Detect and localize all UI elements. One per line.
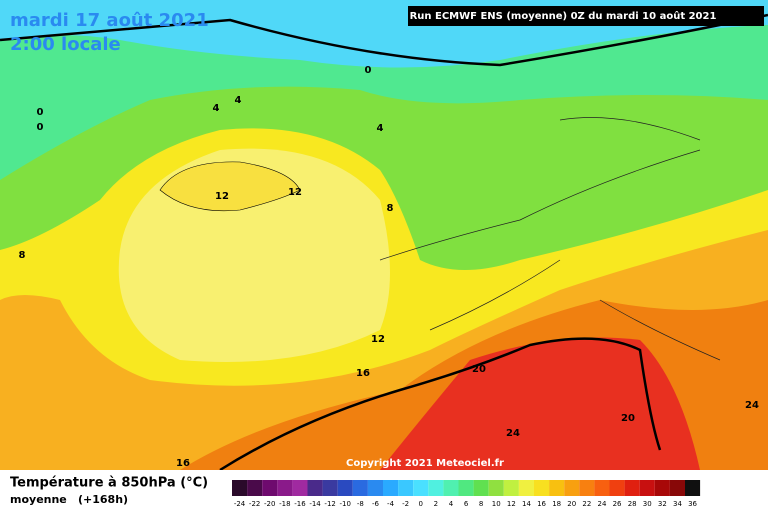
legend-swatch [549,480,565,496]
run-info: Run ECMWF ENS (moyenne) 0Z du mardi 10 a… [410,10,717,22]
legend-swatch [488,480,504,496]
legend-swatch [383,480,399,496]
legend-swatch [443,480,459,496]
contour-label: 12 [371,334,385,345]
legend-label: -12 [324,500,335,508]
contour-label: 0 [37,107,44,118]
legend-swatch [398,480,414,496]
legend-range: (+168h) [78,493,128,506]
legend-swatch [503,480,519,496]
contour-label: 8 [387,203,394,214]
legend-swatch [367,480,383,496]
legend-label: -2 [402,500,409,508]
legend-swatch [247,480,263,496]
isotherm-20 [219,337,662,472]
legend-label: 18 [552,500,561,508]
legend-label: 22 [582,500,591,508]
legend-label: 36 [688,500,697,508]
legend-label: 8 [479,500,483,508]
time: 2:00 locale [10,34,121,55]
contour-label: 24 [745,400,759,411]
legend-label: 28 [628,500,637,508]
legend-swatch [458,480,474,496]
legend-swatch [594,480,610,496]
region-12 [159,161,301,212]
run-box [408,6,764,26]
legend-label: -6 [372,500,380,508]
legend-swatch [534,480,550,496]
contour-label: 16 [356,368,370,379]
legend-swatch [262,480,278,496]
coastlines [379,117,721,361]
legend-label: 34 [673,500,682,508]
contour-label: 8 [19,250,26,261]
region-red [380,337,700,470]
legend-swatch [669,480,685,496]
contour-label: 12 [215,191,229,202]
legend-label: 26 [613,500,622,508]
legend-subtitle: moyenne [10,493,67,506]
legend-label: 30 [643,500,652,508]
legend-swatch [337,480,353,496]
contour-label: 4 [235,95,242,106]
legend-swatch [277,480,293,496]
legend-swatch [624,480,640,496]
legend-swatch [579,480,595,496]
legend-label: -10 [340,500,351,508]
legend-swatch [654,480,670,496]
legend-swatch [428,480,444,496]
legend-label: 32 [658,500,667,508]
legend-label: 6 [464,500,469,508]
legend-label: 20 [567,500,576,508]
contour-label: 0 [365,65,372,76]
contour-label: 16 [176,458,190,469]
legend-label: 12 [507,500,516,508]
legend-label: 0 [419,500,423,508]
legend-label: 10 [492,500,501,508]
contour-label: 20 [472,364,486,375]
legend-label: 4 [449,500,454,508]
legend-label: -20 [264,500,275,508]
contour-label: 0 [37,122,44,133]
legend-label: 14 [522,500,531,508]
legend-swatch [564,480,580,496]
contour-label: 24 [506,428,520,439]
legend-label: 2 [434,500,438,508]
legend-label: -22 [249,500,260,508]
contour-label: 4 [213,103,220,114]
legend-swatch [292,480,308,496]
legend-swatch [322,480,338,496]
legend-label: -4 [387,500,395,508]
legend-swatch [639,480,655,496]
legend-title: Température à 850hPa (°C) [10,476,208,491]
legend-label: -8 [357,500,364,508]
legend-label: -14 [309,500,321,508]
legend-swatch [413,480,429,496]
legend-swatch [609,480,625,496]
isotherm-0 [0,13,768,67]
date: mardi 17 août 2021 [10,10,209,31]
copyright: Copyright 2021 Meteociel.fr [346,458,504,469]
legend-label: -16 [294,500,306,508]
legend-label: -24 [234,500,246,508]
legend-swatch [232,480,248,496]
legend-swatch [518,480,534,496]
contour-label: 4 [377,123,384,134]
legend-swatch [473,480,489,496]
contour-label: 20 [621,413,635,424]
legend-label: 16 [537,500,546,508]
contour-label: 12 [288,187,302,198]
legend-swatch [307,480,323,496]
legend-swatch [685,480,701,496]
legend-label: 24 [597,500,606,508]
legend-label: -18 [279,500,290,508]
legend-swatch [352,480,368,496]
